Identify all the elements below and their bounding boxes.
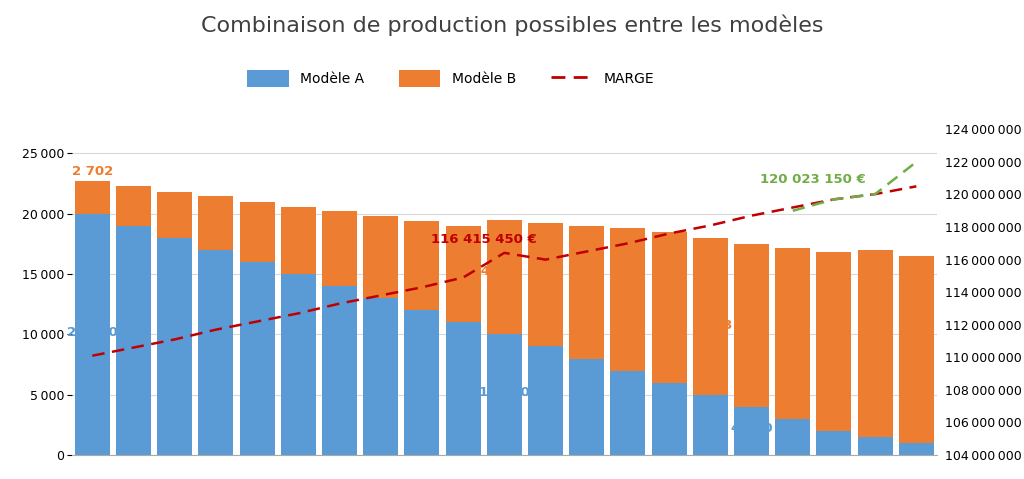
Text: 120 023 150 €: 120 023 150 € — [761, 173, 866, 186]
Bar — [816, 252, 852, 431]
Bar — [693, 238, 728, 395]
Bar — [404, 221, 439, 310]
Bar — [610, 371, 645, 455]
Bar — [364, 216, 398, 298]
Bar — [240, 202, 274, 262]
Bar — [734, 407, 769, 455]
MARGE — [292, 310, 304, 316]
Bar — [569, 226, 604, 359]
Bar — [528, 223, 563, 346]
MARGE — [827, 196, 840, 202]
MARGE — [457, 274, 469, 280]
MARGE — [540, 257, 552, 262]
MARGE — [375, 293, 387, 298]
MARGE — [786, 205, 799, 210]
MARGE — [498, 250, 510, 256]
Line: MARGE: MARGE — [92, 186, 916, 356]
Bar — [116, 226, 151, 455]
MARGE — [416, 285, 428, 290]
MARGE — [622, 240, 634, 246]
Legend: Modèle A, Modèle B, MARGE: Modèle A, Modèle B, MARGE — [242, 64, 659, 92]
Bar — [569, 359, 604, 455]
Bar — [322, 211, 357, 286]
Bar — [899, 443, 934, 455]
MARGE — [705, 223, 717, 228]
MARGE — [210, 327, 222, 332]
MARGE — [910, 183, 923, 189]
Bar — [693, 395, 728, 455]
Text: 20 000: 20 000 — [67, 326, 118, 339]
Bar — [322, 286, 357, 455]
MARGE — [86, 353, 98, 359]
Bar — [651, 232, 687, 383]
Bar — [816, 431, 852, 455]
Bar — [157, 192, 193, 238]
Bar — [199, 250, 233, 455]
Bar — [858, 437, 893, 455]
Bar — [75, 181, 110, 214]
Bar — [404, 310, 439, 455]
Bar — [445, 322, 480, 455]
Bar — [899, 256, 934, 443]
Bar — [858, 250, 893, 437]
Bar — [157, 238, 193, 455]
MARGE — [745, 213, 758, 218]
Bar — [281, 274, 315, 455]
Text: 2 702: 2 702 — [72, 165, 113, 178]
Bar — [364, 298, 398, 455]
Text: 10 000: 10 000 — [479, 386, 529, 399]
Bar — [775, 248, 810, 419]
Text: 9 459: 9 459 — [467, 265, 509, 278]
Bar — [528, 346, 563, 455]
MARGE — [663, 231, 675, 237]
Text: Combinaison de production possibles entre les modèles: Combinaison de production possibles entr… — [201, 14, 823, 36]
Text: 4 000: 4 000 — [731, 422, 772, 435]
Bar — [734, 244, 769, 407]
Text: 13 513: 13 513 — [714, 319, 765, 332]
Bar — [610, 228, 645, 371]
MARGE — [169, 337, 181, 342]
Bar — [775, 419, 810, 455]
MARGE — [251, 319, 263, 324]
Bar — [281, 206, 315, 274]
Bar — [116, 186, 151, 226]
Bar — [486, 334, 522, 455]
Text: 116 415 450 €: 116 415 450 € — [431, 233, 537, 246]
Bar — [75, 214, 110, 455]
Bar — [240, 262, 274, 455]
MARGE — [334, 301, 346, 307]
MARGE — [127, 345, 139, 351]
Bar — [651, 383, 687, 455]
MARGE — [581, 249, 593, 254]
MARGE — [869, 191, 882, 197]
Bar — [445, 226, 480, 322]
Bar — [486, 220, 522, 334]
Bar — [199, 196, 233, 250]
